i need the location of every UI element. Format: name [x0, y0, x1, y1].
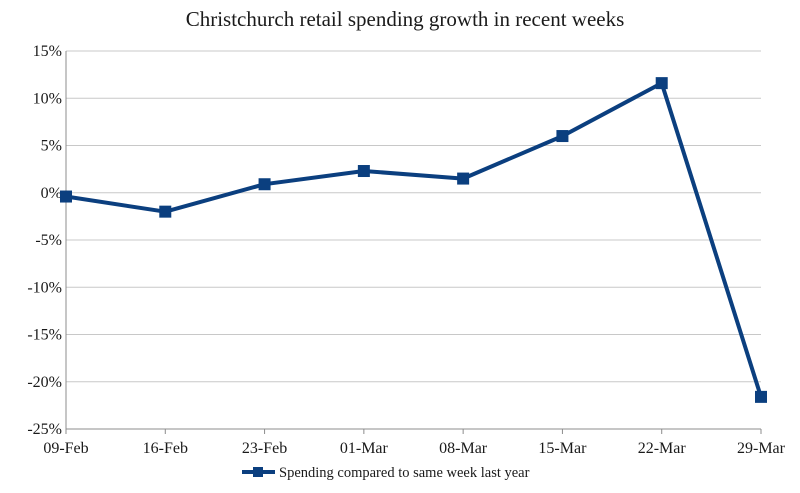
legend-label: Spending compared to same week last year: [279, 465, 530, 481]
data-point: [60, 190, 72, 203]
x-axis-ticks: 09-Feb 16-Feb 23-Feb 01-Mar 08-Mar 15-Mar 22-M…: [43, 429, 786, 457]
data-point: [159, 205, 172, 218]
chart-title: Christchurch retail spending growth in r…: [186, 7, 625, 31]
x-tick-label: 22-Mar: [638, 440, 687, 457]
data-point: [655, 77, 668, 90]
x-tick-label: 15-Mar: [538, 440, 587, 457]
y-tick-label: 5%: [41, 138, 62, 155]
axes: [65, 51, 761, 430]
y-axis-ticks: 15% 10% 5% 0% -5% -10% -15% -20% -25%: [27, 43, 62, 438]
y-tick-label: -15%: [27, 327, 62, 344]
data-point: [755, 390, 767, 403]
data-point: [258, 178, 271, 191]
series-line: [65, 81, 763, 398]
x-tick-label: 08-Mar: [439, 440, 488, 457]
series: [60, 77, 767, 403]
data-point: [357, 165, 370, 178]
x-tick-label: 01-Mar: [340, 440, 389, 457]
x-tick-label: 16-Feb: [143, 440, 188, 457]
y-tick-label: 15%: [33, 43, 62, 60]
legend-marker: [253, 467, 263, 477]
x-tick-label: 09-Feb: [43, 440, 88, 457]
x-tick-label: 29-Mar: [737, 440, 786, 457]
y-tick-label: 0%: [41, 185, 62, 202]
y-tick-label: -10%: [27, 279, 62, 296]
y-tick-label: -20%: [27, 374, 62, 391]
legend: Spending compared to same week last year: [242, 465, 530, 481]
gridlines: [66, 50, 761, 430]
y-tick-label: 10%: [33, 90, 62, 107]
data-point: [556, 130, 569, 143]
data-point: [457, 172, 470, 185]
y-tick-label: -25%: [27, 421, 62, 438]
y-tick-label: -5%: [35, 232, 62, 249]
x-tick-label: 23-Feb: [242, 440, 287, 457]
